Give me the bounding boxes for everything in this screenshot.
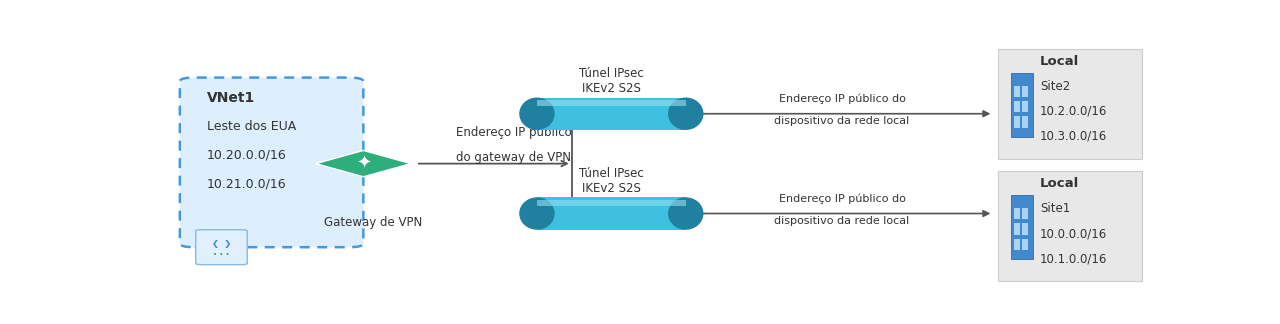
FancyBboxPatch shape: [1014, 238, 1020, 250]
Ellipse shape: [520, 197, 554, 230]
FancyBboxPatch shape: [1014, 116, 1020, 128]
FancyBboxPatch shape: [1014, 86, 1020, 97]
FancyBboxPatch shape: [179, 77, 364, 247]
FancyBboxPatch shape: [1014, 101, 1020, 112]
FancyBboxPatch shape: [1021, 238, 1028, 250]
Text: IKEv2 S2S: IKEv2 S2S: [582, 182, 641, 195]
Text: Gateway de VPN: Gateway de VPN: [324, 216, 422, 229]
Text: Endereço IP público do: Endereço IP público do: [778, 93, 905, 104]
FancyBboxPatch shape: [1021, 86, 1028, 97]
Text: Endereço IP público: Endereço IP público: [456, 126, 572, 139]
Text: 10.2.0.0/16: 10.2.0.0/16: [1039, 105, 1107, 118]
FancyBboxPatch shape: [998, 171, 1142, 281]
FancyBboxPatch shape: [1014, 223, 1020, 235]
Text: 10.21.0.0/16: 10.21.0.0/16: [206, 177, 287, 190]
FancyBboxPatch shape: [998, 49, 1142, 159]
Text: 10.0.0.0/16: 10.0.0.0/16: [1039, 227, 1107, 240]
Text: Túnel IPsec: Túnel IPsec: [579, 167, 644, 180]
Ellipse shape: [520, 98, 554, 130]
Text: 10.20.0.0/16: 10.20.0.0/16: [206, 149, 287, 162]
FancyBboxPatch shape: [1021, 116, 1028, 128]
Text: Site1: Site1: [1039, 202, 1070, 215]
Text: • • •: • • •: [214, 252, 229, 258]
Text: Túnel IPsec: Túnel IPsec: [579, 67, 644, 80]
Polygon shape: [538, 98, 686, 130]
Polygon shape: [538, 100, 686, 106]
Text: Leste dos EUA: Leste dos EUA: [206, 120, 296, 133]
Polygon shape: [538, 197, 686, 230]
FancyBboxPatch shape: [1021, 208, 1028, 219]
Polygon shape: [316, 150, 411, 177]
Text: 10.1.0.0/16: 10.1.0.0/16: [1039, 252, 1107, 265]
Text: Local: Local: [1039, 55, 1079, 68]
Text: Site2: Site2: [1039, 80, 1070, 93]
Polygon shape: [1011, 195, 1033, 259]
Ellipse shape: [668, 98, 704, 130]
Text: dispositivo da rede local: dispositivo da rede local: [774, 116, 910, 126]
Text: do gateway de VPN: do gateway de VPN: [456, 151, 571, 164]
Polygon shape: [1011, 73, 1033, 137]
FancyBboxPatch shape: [1014, 208, 1020, 219]
FancyBboxPatch shape: [1021, 223, 1028, 235]
Text: VNet1: VNet1: [206, 91, 255, 105]
FancyBboxPatch shape: [196, 230, 247, 265]
Text: dispositivo da rede local: dispositivo da rede local: [774, 216, 910, 226]
Text: IKEv2 S2S: IKEv2 S2S: [582, 82, 641, 95]
Polygon shape: [538, 200, 686, 206]
Text: ✦: ✦: [356, 155, 371, 173]
Text: ❮  ❯: ❮ ❯: [212, 239, 232, 248]
Ellipse shape: [668, 197, 704, 230]
FancyBboxPatch shape: [1021, 101, 1028, 112]
Text: Local: Local: [1039, 177, 1079, 190]
Text: 10.3.0.0/16: 10.3.0.0/16: [1039, 130, 1107, 143]
Text: Endereço IP público do: Endereço IP público do: [778, 193, 905, 203]
